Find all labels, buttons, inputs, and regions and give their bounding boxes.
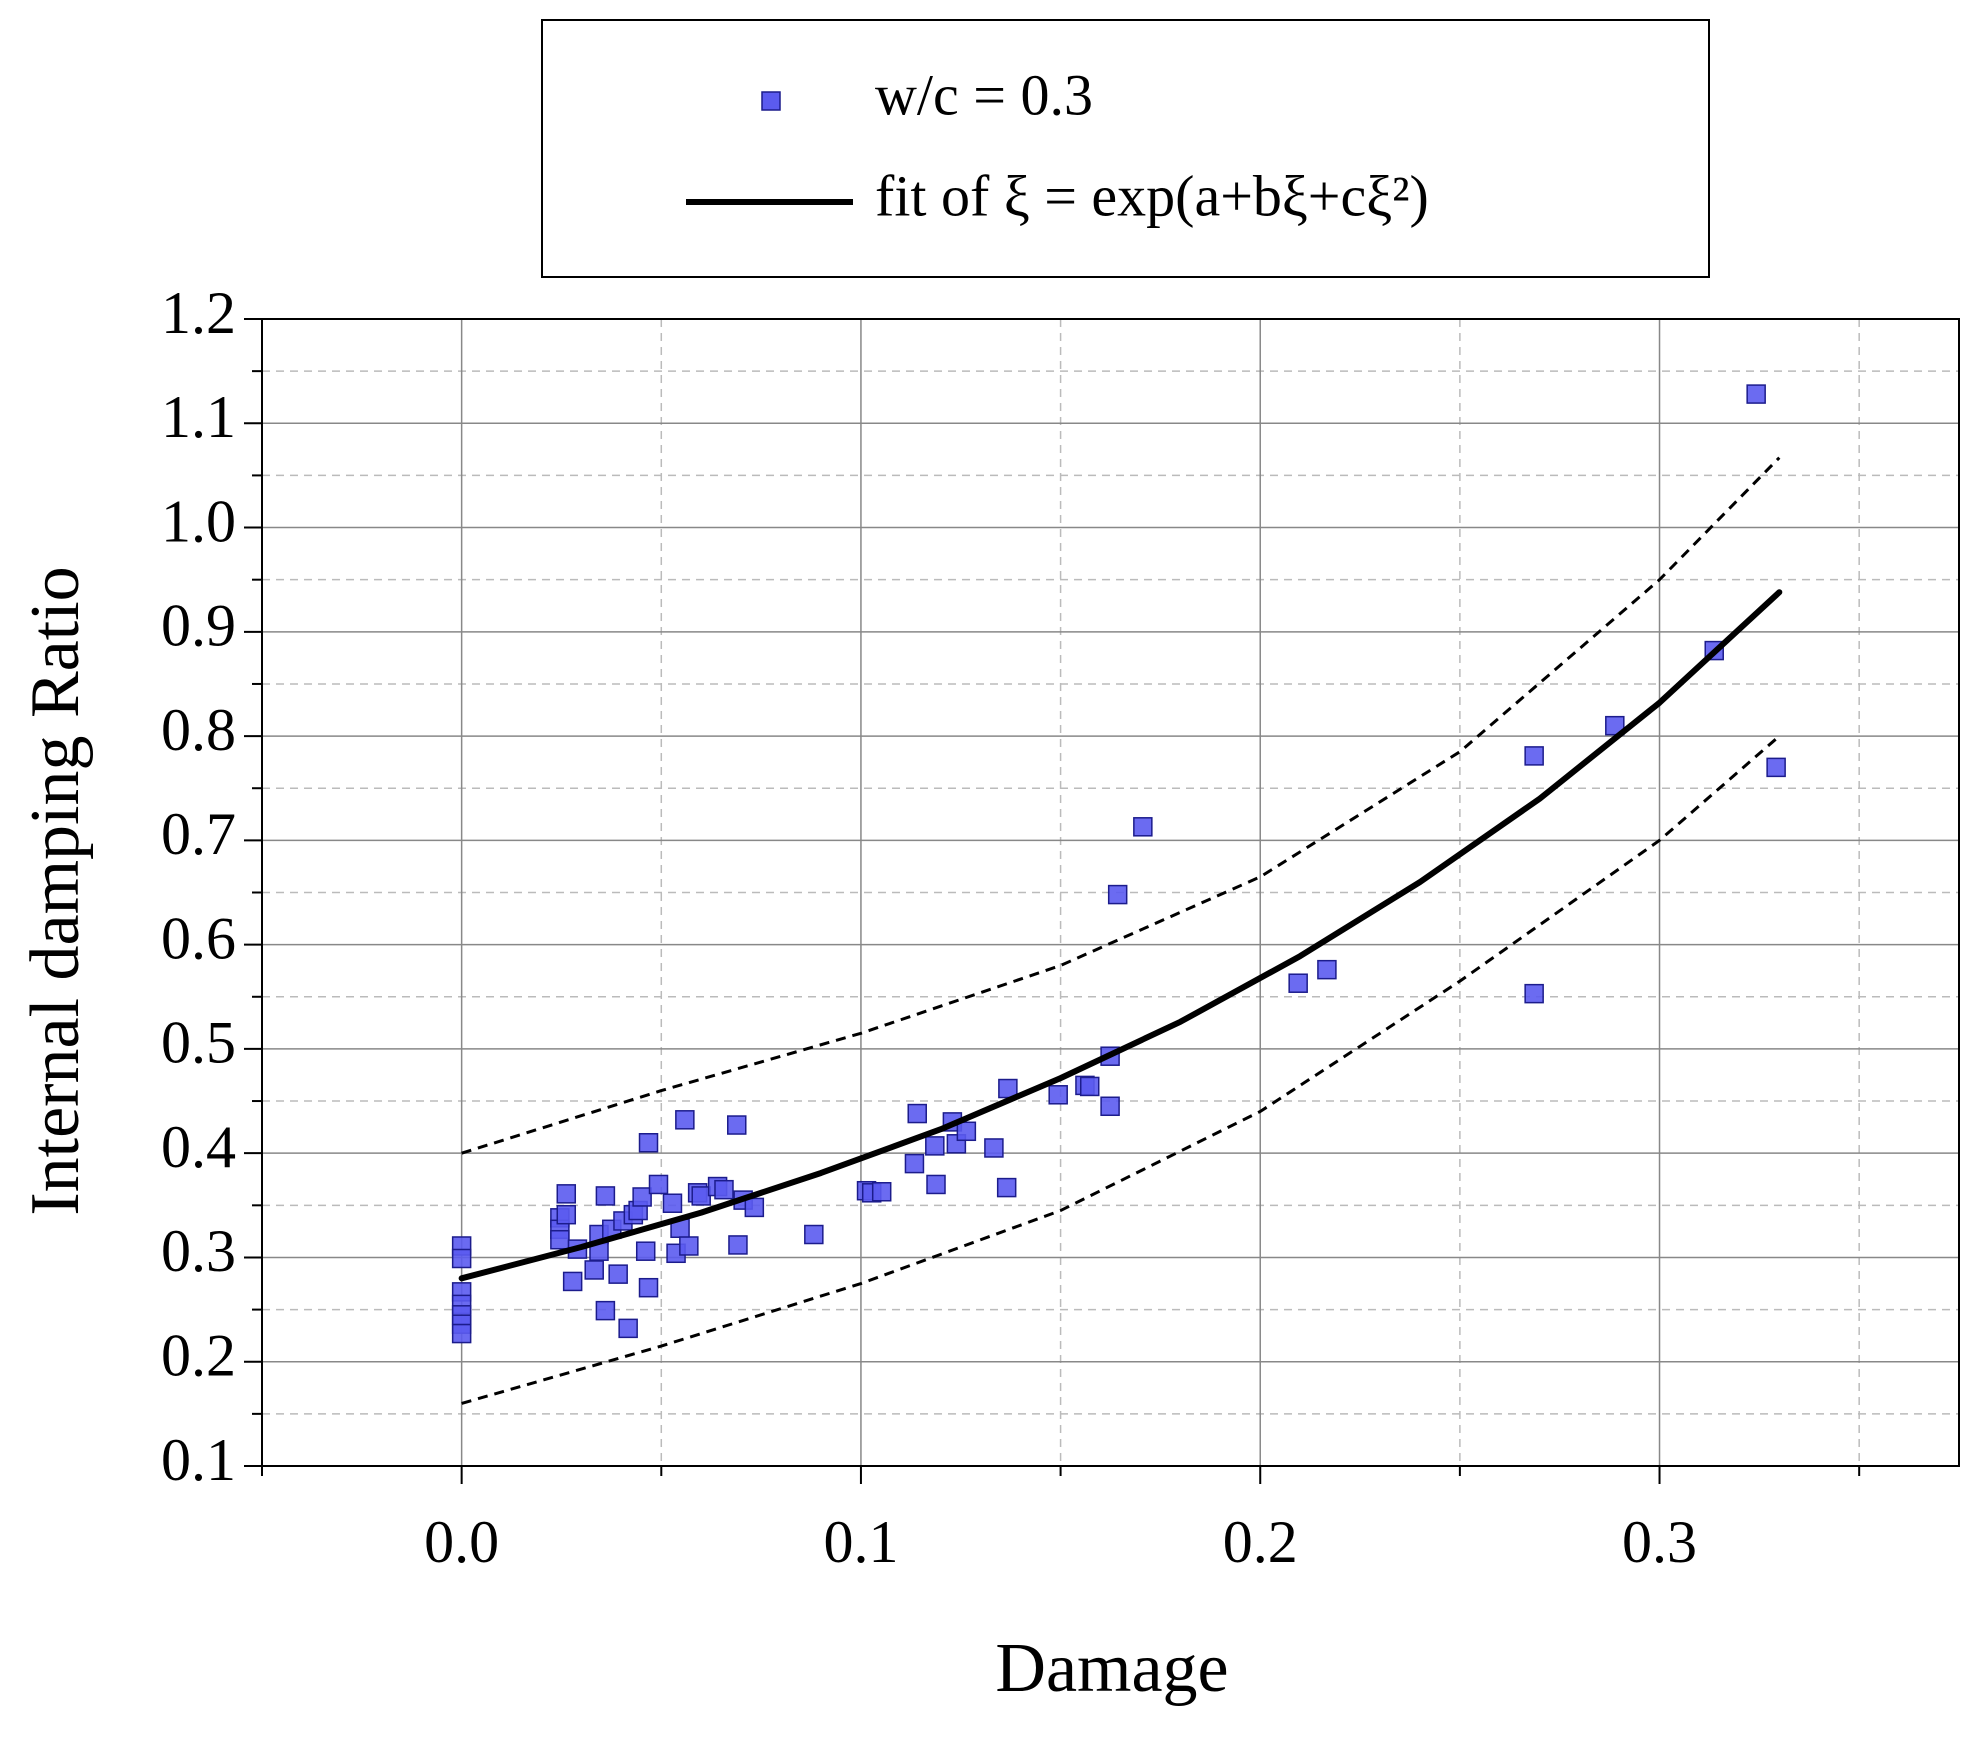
point xyxy=(714,1179,734,1200)
point xyxy=(556,1204,577,1225)
point xyxy=(638,1277,659,1298)
point xyxy=(744,1197,765,1218)
point xyxy=(451,1323,472,1344)
y-tick-label: 0.3 xyxy=(161,1218,236,1284)
point xyxy=(635,1241,656,1261)
legend-marker xyxy=(761,91,781,111)
point xyxy=(550,1229,570,1250)
point xyxy=(1605,715,1625,736)
point xyxy=(926,1174,946,1195)
point xyxy=(691,1186,711,1206)
point xyxy=(1288,973,1308,993)
point xyxy=(1317,959,1337,980)
point xyxy=(1524,983,1544,1004)
point xyxy=(556,1184,577,1204)
point xyxy=(584,1260,604,1280)
y-tick-label: 0.6 xyxy=(161,905,236,971)
point xyxy=(562,1271,583,1292)
point xyxy=(638,1133,659,1153)
point xyxy=(1048,1085,1068,1105)
point xyxy=(1524,746,1544,766)
point xyxy=(595,1186,616,1206)
point xyxy=(925,1136,945,1156)
x-tick-label: 0.3 xyxy=(1622,1509,1697,1575)
point xyxy=(595,1300,616,1321)
point xyxy=(632,1187,652,1207)
y-tick-label: 0.8 xyxy=(161,697,236,763)
point xyxy=(679,1236,699,1256)
point xyxy=(904,1153,925,1174)
point xyxy=(608,1264,628,1284)
y-tick-label: 0.9 xyxy=(161,593,236,659)
point xyxy=(675,1110,695,1130)
point xyxy=(662,1193,683,1213)
x-tick-label: 0.2 xyxy=(1223,1509,1298,1575)
y-tick-label: 0.1 xyxy=(161,1427,236,1493)
x-tick-label: 0.1 xyxy=(823,1509,898,1575)
legend-label: fit of ξ = exp(a+bξ+cξ²) xyxy=(875,163,1429,228)
point xyxy=(1079,1076,1100,1097)
y-axis-title: Internal damping Ratio xyxy=(17,566,94,1215)
point xyxy=(984,1138,1004,1158)
point xyxy=(871,1182,892,1202)
x-tick-label: 0.0 xyxy=(424,1509,499,1575)
point xyxy=(1107,884,1128,905)
x-axis-title: Damage xyxy=(995,1630,1228,1707)
point xyxy=(648,1174,669,1195)
y-tick-label: 0.7 xyxy=(161,801,236,867)
point xyxy=(451,1248,472,1269)
y-tick-label: 1.2 xyxy=(161,280,236,346)
y-tick-label: 1.1 xyxy=(161,384,236,450)
point xyxy=(1133,817,1153,837)
point xyxy=(804,1224,824,1245)
point xyxy=(956,1121,977,1142)
point xyxy=(1766,757,1786,778)
point xyxy=(618,1318,638,1339)
y-tick-label: 0.5 xyxy=(161,1010,236,1076)
y-tick-label: 1.0 xyxy=(161,488,236,554)
point xyxy=(727,1115,747,1135)
fit-line xyxy=(458,589,1783,1282)
legend-label: w/c = 0.3 xyxy=(875,62,1093,127)
confidence-band xyxy=(461,734,1781,1405)
y-tick-label: 0.4 xyxy=(161,1114,236,1180)
point xyxy=(907,1103,927,1124)
plot-frame xyxy=(261,318,1960,1467)
y-tick-label: 0.2 xyxy=(161,1322,236,1388)
point xyxy=(1746,384,1766,404)
confidence-band xyxy=(461,456,1781,1155)
point xyxy=(728,1235,748,1255)
point xyxy=(996,1177,1017,1198)
legend-box xyxy=(541,19,1710,278)
point xyxy=(1100,1096,1120,1117)
